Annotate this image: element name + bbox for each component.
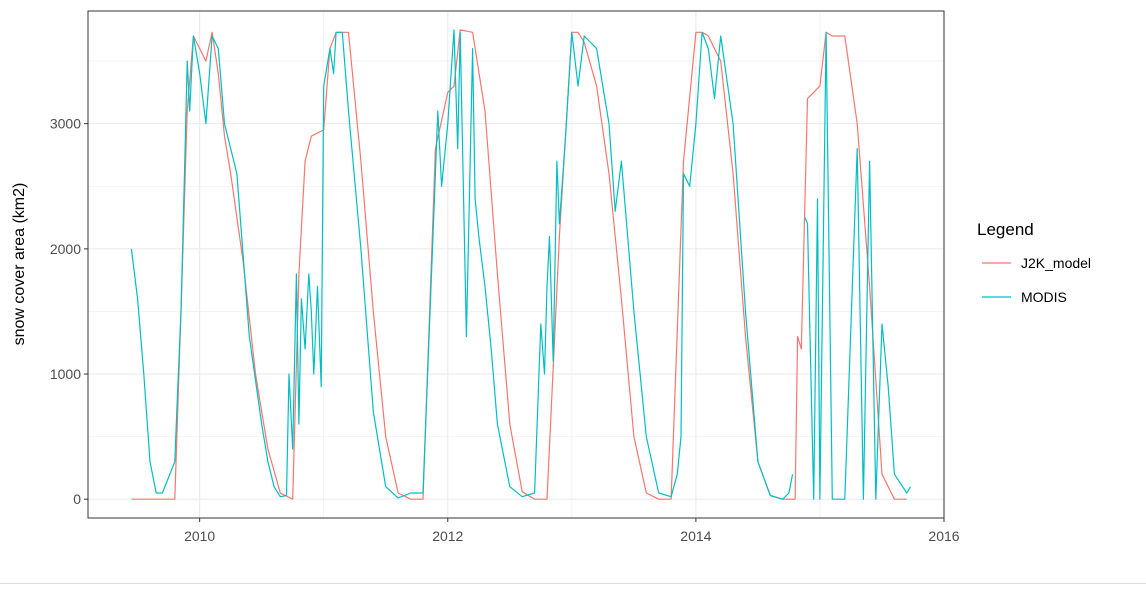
y-tick-label: 3000: [50, 116, 81, 132]
legend-label-modis: MODIS: [1021, 289, 1067, 305]
x-tick-label: 2010: [184, 528, 215, 544]
plot-panel: [87, 10, 945, 519]
series-line-j2k_model: [131, 29, 907, 500]
plot-border: [87, 10, 945, 519]
legend-label-j2k_model: J2K_model: [1021, 255, 1091, 271]
series-lines: [130, 29, 912, 500]
x-tick-label: 2016: [928, 528, 959, 544]
y-tick-label: 0: [73, 491, 81, 507]
legend: Legend J2K_model MODIS: [977, 220, 1091, 305]
axes: 2010 2012 2014 2016 0 1000 2000 3000: [50, 116, 960, 544]
x-tick-label: 2014: [680, 528, 711, 544]
x-tick-label: 2012: [432, 528, 463, 544]
y-tick-label: 2000: [50, 241, 81, 257]
y-axis-title: snow cover area (km2): [11, 183, 28, 346]
legend-title: Legend: [977, 220, 1034, 239]
series-line-modis: [130, 29, 912, 500]
y-tick-label: 1000: [50, 366, 81, 382]
